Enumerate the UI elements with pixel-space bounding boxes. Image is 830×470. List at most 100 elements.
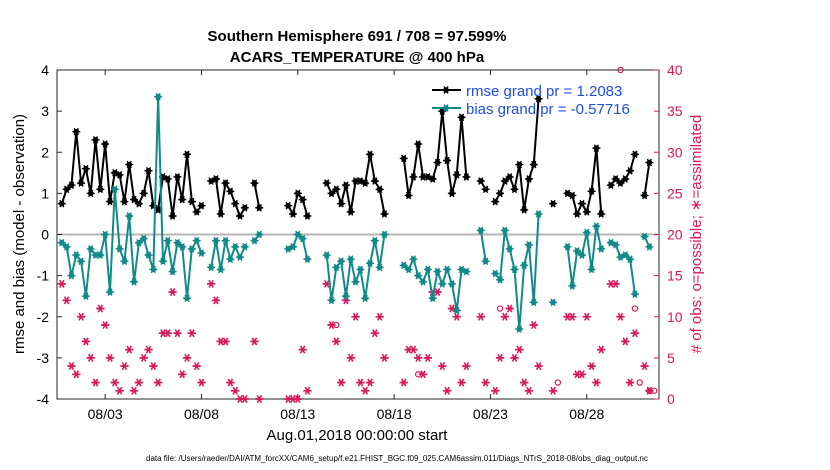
possible-count-marker	[636, 379, 643, 386]
bias-point	[423, 265, 432, 274]
assimilated-count-marker	[139, 353, 148, 362]
y-tick-label: 4	[41, 62, 49, 78]
bias-point	[500, 226, 509, 235]
bias-line-segment	[494, 213, 540, 331]
rmse-point	[105, 197, 114, 206]
bias-point	[130, 277, 139, 286]
y-right-tick-label: 40	[667, 62, 683, 78]
bias-point	[57, 238, 66, 247]
bias-point	[433, 267, 442, 276]
bias-point	[597, 245, 606, 253]
x-tick-label: 08/18	[377, 406, 412, 422]
assimilated-count-marker	[192, 362, 201, 371]
bias-point	[101, 230, 110, 239]
bias-point	[168, 267, 177, 276]
bias-point	[211, 236, 220, 245]
rmse-point	[606, 181, 615, 189]
chart-title: Southern Hemisphere 691 / 708 = 97.599%	[208, 28, 507, 45]
assimilated-count-marker	[361, 386, 370, 395]
bias-point	[173, 238, 182, 247]
assimilated-count-marker	[226, 378, 235, 387]
assimilated-count-marker	[144, 345, 153, 354]
assimilated-count-marker	[173, 329, 182, 338]
rmse-point	[91, 136, 100, 144]
assimilated-count-marker	[298, 345, 307, 354]
bias-point	[72, 251, 81, 259]
bias-point	[163, 236, 172, 245]
rmse-point	[597, 210, 606, 218]
y-axis-label-right: # of obs: o=possible; ∗=assimilated	[688, 115, 705, 354]
bias-point	[505, 245, 514, 253]
bias-point	[592, 222, 601, 231]
legend-bias-label: bias grand pr = -0.57716	[466, 101, 630, 118]
bias-point	[419, 277, 428, 286]
possible-count-marker	[617, 66, 624, 74]
possible-count-marker	[333, 321, 340, 329]
bias-point	[573, 247, 582, 255]
assimilated-count-marker	[640, 362, 649, 371]
rmse-point	[134, 199, 143, 208]
assimilated-count-marker	[67, 362, 76, 371]
rmse-point	[67, 181, 76, 189]
assimilated-count-marker	[351, 312, 360, 321]
bias-point	[582, 228, 591, 237]
y-right-tick-label: 10	[667, 309, 683, 325]
rmse-point	[192, 208, 201, 216]
bias-point	[462, 267, 471, 276]
legend: rmse grand pr = 1.2083 bias grand pr = -…	[432, 83, 630, 118]
rmse-point	[419, 173, 428, 181]
rmse-point	[447, 189, 456, 198]
assimilated-count-marker	[438, 362, 447, 371]
bias-point	[81, 292, 90, 301]
legend-rmse-marker	[442, 86, 450, 94]
assimilated-count-marker	[409, 345, 418, 354]
x-axis-label: Aug.01,2018 00:00:00 start	[267, 427, 449, 444]
bias-point	[183, 294, 192, 303]
rmse-point	[187, 197, 196, 206]
rmse-point	[216, 210, 225, 218]
bias-point	[621, 251, 630, 259]
assimilated-count-marker	[91, 378, 100, 387]
rmse-point	[380, 210, 389, 218]
bias-point	[549, 298, 558, 307]
rmse-point	[236, 212, 245, 220]
assimilated-count-marker	[582, 312, 591, 321]
rmse-point	[573, 210, 582, 218]
assimilated-count-marker	[462, 362, 471, 371]
rmse-point	[211, 175, 220, 183]
bias-point	[351, 277, 360, 286]
assimilated-count-marker	[62, 296, 71, 305]
bias-point	[110, 185, 119, 194]
bias-point	[303, 255, 312, 263]
bias-point	[414, 271, 423, 280]
assimilated-count-marker	[81, 337, 91, 346]
y-tick-label: -4	[37, 391, 50, 407]
bias-point	[563, 243, 572, 251]
assimilated-count-marker	[86, 353, 95, 362]
bias-point	[207, 263, 216, 272]
assimilated-count-marker	[592, 378, 601, 387]
bias-point	[125, 212, 134, 220]
rmse-point	[414, 140, 423, 148]
bias-point	[293, 230, 302, 239]
bias-point	[491, 269, 500, 278]
assimilated-count-marker	[524, 386, 534, 395]
y-tick-label: 3	[41, 103, 49, 119]
rmse-point	[178, 195, 187, 204]
assimilated-count-marker	[100, 320, 110, 330]
assimilated-count-marker	[149, 362, 158, 371]
rmse-point	[529, 160, 538, 169]
rmse-point	[284, 201, 293, 210]
rmse-point	[452, 171, 461, 179]
rmse-point	[491, 197, 500, 206]
bias-point	[115, 245, 124, 253]
assimilated-count-marker	[178, 370, 187, 379]
rmse-point	[298, 195, 307, 204]
rmse-point	[303, 212, 312, 220]
bias-point	[149, 265, 158, 274]
rmse-point	[587, 187, 596, 196]
bias-point	[120, 257, 129, 266]
bias-point	[86, 245, 95, 253]
data-file-footer: data file: /Users/raeder/DAI/ATM_forcXX/…	[146, 454, 648, 463]
assimilated-count-marker	[534, 362, 543, 371]
